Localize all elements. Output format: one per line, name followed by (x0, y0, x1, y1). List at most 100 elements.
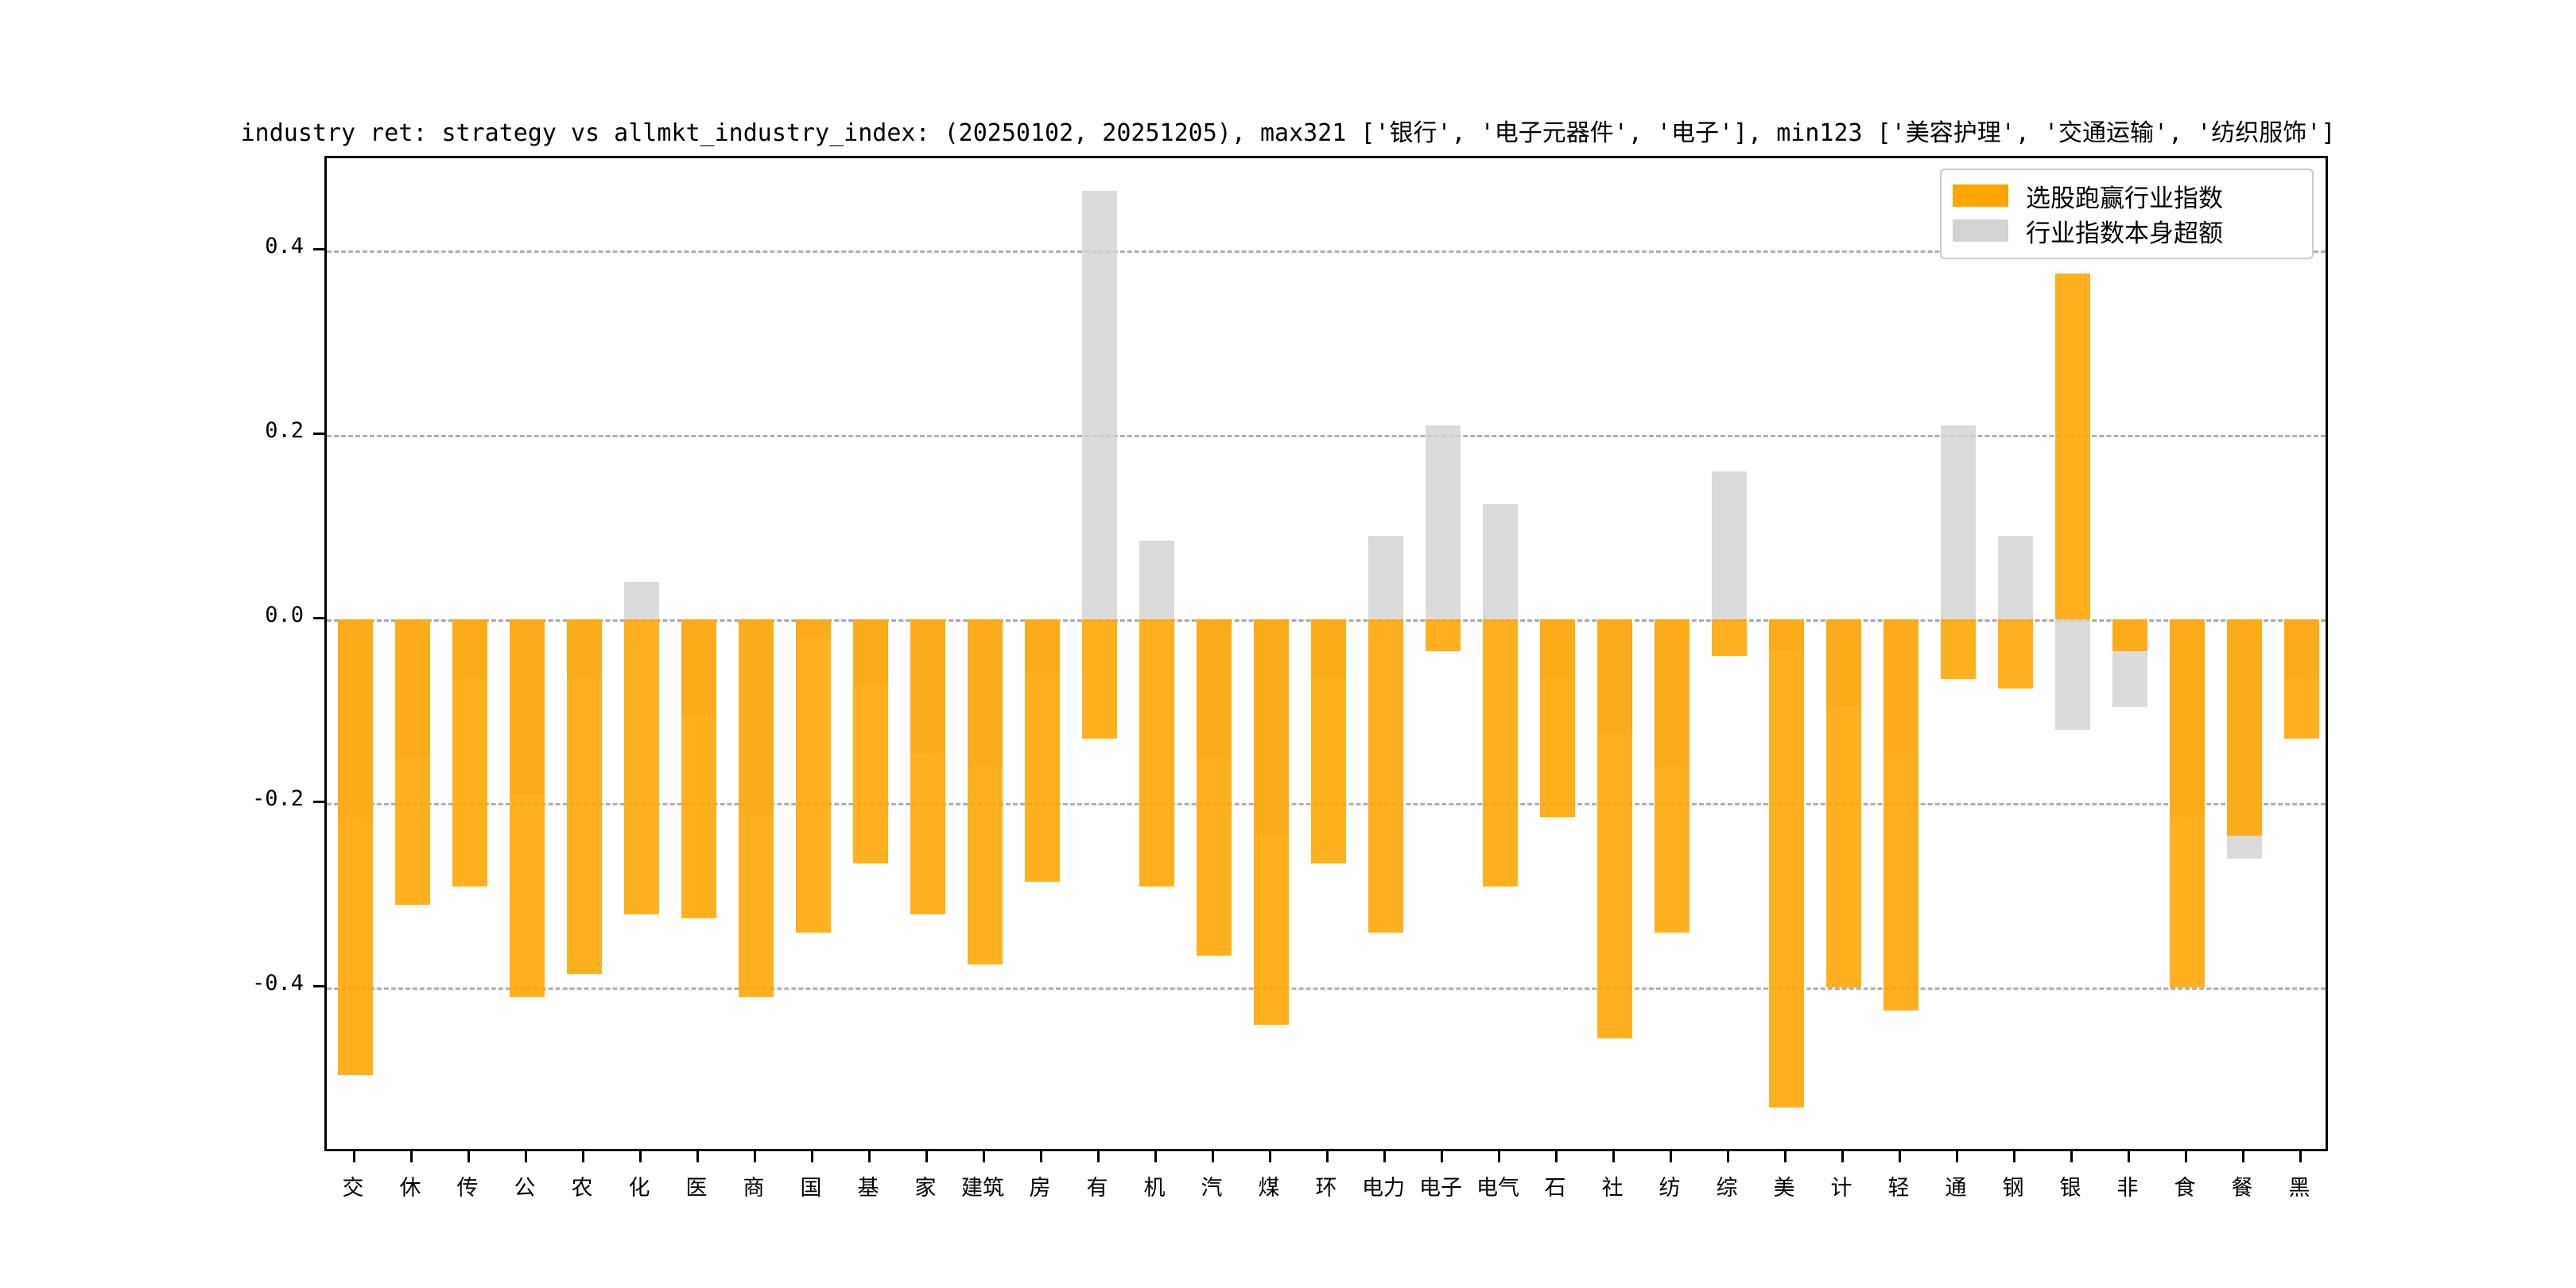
x-tick-mark (639, 1151, 642, 1162)
bar-strategy-国 (795, 619, 832, 933)
bar-strategy-基 (852, 619, 889, 863)
y-tick-mark (313, 801, 324, 804)
bar-index-银 (2054, 619, 2091, 730)
bar-strategy-美 (1768, 619, 1805, 1108)
bar-strategy-环 (1310, 619, 1347, 863)
bar-index-电力 (1368, 536, 1404, 619)
x-tick-mark (1441, 1151, 1443, 1162)
x-tick-mark (754, 1151, 756, 1162)
x-tick-mark (2185, 1151, 2187, 1162)
x-tick-mark (925, 1151, 928, 1162)
x-tick-mark (467, 1151, 470, 1162)
x-tick-mark (1154, 1151, 1157, 1162)
bar-strategy-休 (394, 619, 431, 905)
bar-strategy-交 (337, 619, 374, 1076)
bar-strategy-电子 (1425, 619, 1461, 652)
x-tick-mark (1555, 1151, 1558, 1162)
bar-strategy-家 (910, 619, 946, 914)
x-tick-label-汽: 汽 (1201, 1176, 1223, 1201)
x-tick-mark (1727, 1151, 1729, 1162)
x-tick-label-计: 计 (1830, 1176, 1852, 1201)
x-tick-mark (1498, 1151, 1500, 1162)
bar-strategy-黑 (2283, 619, 2320, 739)
x-tick-mark (2242, 1151, 2244, 1162)
bar-index-电子 (1425, 425, 1461, 619)
x-tick-label-电气: 电气 (1476, 1176, 1519, 1201)
x-tick-label-非: 非 (2116, 1176, 2139, 1201)
x-tick-label-综: 综 (1716, 1176, 1738, 1201)
x-tick-mark (868, 1151, 871, 1162)
x-tick-label-煤: 煤 (1258, 1176, 1280, 1201)
x-tick-label-家: 家 (914, 1176, 937, 1201)
x-tick-mark (2013, 1151, 2015, 1162)
chart-title: industry ret: strategy vs allmkt_industr… (240, 119, 2336, 147)
y-tick-mark (313, 247, 324, 250)
x-tick-mark (353, 1151, 355, 1162)
chart-legend: 选股跑赢行业指数 行业指数本身超额 (1940, 169, 2314, 259)
bar-strategy-轻 (1883, 619, 1919, 1011)
x-tick-mark (811, 1151, 813, 1162)
x-tick-label-食: 食 (2174, 1176, 2196, 1201)
bar-strategy-餐 (2226, 619, 2263, 836)
bar-strategy-电气 (1482, 619, 1519, 886)
bar-strategy-钢 (1997, 619, 2034, 689)
x-tick-label-电子: 电子 (1419, 1176, 1462, 1201)
x-tick-label-房: 房 (1029, 1176, 1051, 1201)
x-tick-mark (1326, 1151, 1329, 1162)
x-tick-label-纺: 纺 (1658, 1176, 1681, 1201)
bar-index-电气 (1482, 503, 1519, 619)
bar-strategy-医 (681, 619, 717, 919)
x-tick-label-基: 基 (857, 1176, 879, 1201)
x-tick-mark (1784, 1151, 1787, 1162)
x-tick-label-银: 银 (2059, 1176, 2081, 1201)
bar-strategy-有 (1081, 619, 1118, 739)
x-tick-label-公: 公 (514, 1176, 536, 1201)
x-tick-label-农: 农 (571, 1176, 593, 1201)
bar-strategy-建筑 (967, 619, 1003, 965)
bar-strategy-房 (1024, 619, 1061, 882)
bar-index-通 (1940, 425, 1977, 619)
bar-strategy-机 (1139, 619, 1175, 886)
bar-strategy-农 (566, 619, 603, 974)
x-tick-mark (696, 1151, 699, 1162)
x-tick-mark (1269, 1151, 1271, 1162)
x-tick-label-商: 商 (743, 1176, 765, 1201)
x-tick-label-轻: 轻 (1887, 1176, 1910, 1201)
y-tick-mark (313, 985, 324, 988)
bar-strategy-通 (1940, 619, 1977, 679)
bar-strategy-银 (2054, 273, 2091, 619)
x-tick-mark (1097, 1151, 1100, 1162)
x-tick-label-社: 社 (1601, 1176, 1624, 1201)
x-tick-label-建筑: 建筑 (961, 1176, 1004, 1201)
x-tick-mark (1383, 1151, 1386, 1162)
bar-strategy-非 (2112, 619, 2148, 652)
bar-strategy-汽 (1196, 619, 1232, 956)
x-tick-label-美: 美 (1773, 1176, 1795, 1201)
x-tick-label-机: 机 (1143, 1176, 1166, 1201)
x-tick-mark (1612, 1151, 1615, 1162)
bar-strategy-煤 (1253, 619, 1290, 1025)
bar-strategy-传 (452, 619, 488, 886)
bar-index-有 (1081, 190, 1118, 619)
x-tick-label-环: 环 (1315, 1176, 1337, 1201)
bar-strategy-电力 (1368, 619, 1404, 933)
x-tick-label-钢: 钢 (2002, 1176, 2024, 1201)
y-tick-label: 0.2 (265, 417, 304, 443)
x-tick-label-石: 石 (1544, 1176, 1566, 1201)
x-tick-mark (1841, 1151, 1844, 1162)
gridline-y-0_4 (327, 250, 2326, 253)
x-tick-label-医: 医 (685, 1176, 708, 1201)
x-tick-mark (2070, 1151, 2073, 1162)
legend-label-index: 行业指数本身超额 (2026, 219, 2223, 248)
plot-area (324, 156, 2328, 1151)
y-tick-mark (313, 432, 324, 435)
legend-swatch-orange (1953, 184, 2008, 207)
bar-strategy-公 (509, 619, 545, 997)
x-tick-label-传: 传 (456, 1176, 479, 1201)
x-tick-mark (525, 1151, 527, 1162)
bar-strategy-计 (1825, 619, 1862, 988)
x-tick-mark (410, 1151, 413, 1162)
y-tick-label: -0.4 (251, 971, 304, 996)
bar-strategy-商 (738, 619, 774, 997)
